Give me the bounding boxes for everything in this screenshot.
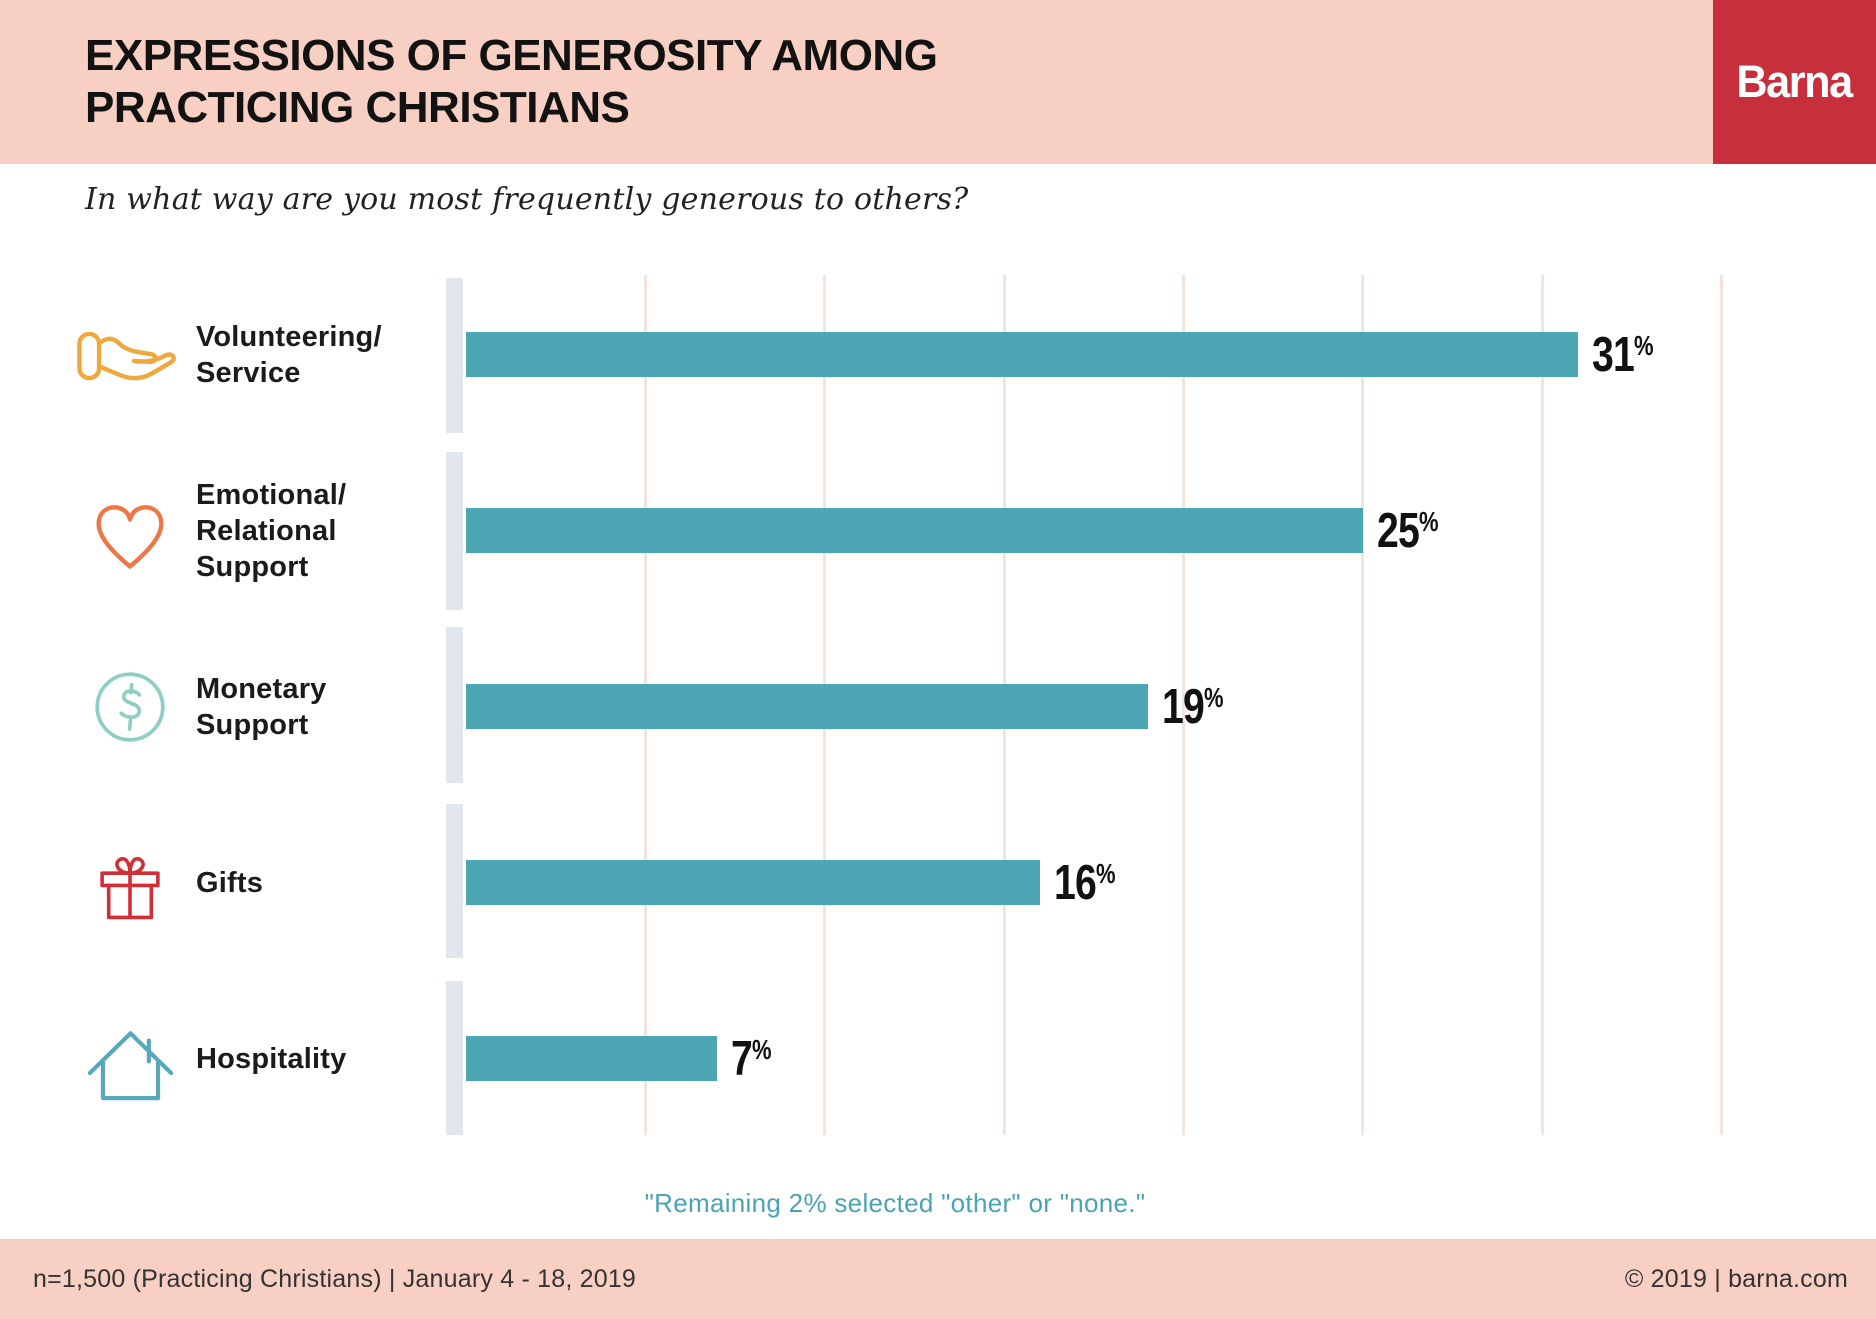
chart-note: "Remaining 2% selected "other" or "none.… bbox=[644, 1188, 1146, 1218]
bar-value-gifts: 16% bbox=[1053, 855, 1116, 910]
dollar-circle-icon bbox=[88, 665, 172, 749]
bar-monetary-support bbox=[466, 684, 1148, 729]
gridline-20-percent bbox=[1181, 275, 1185, 1135]
barna-logo-text: Barna bbox=[1736, 56, 1854, 107]
heart-icon bbox=[82, 485, 178, 577]
row-label-emotional-relational-support: Emotional/ Relational Support bbox=[196, 478, 347, 583]
axis-strip bbox=[446, 627, 463, 783]
bar-value-hospitality: 7% bbox=[731, 1031, 772, 1086]
copyright: © 2019 | barna.com bbox=[1624, 1264, 1848, 1293]
bar-value-emotional-relational-support: 25% bbox=[1376, 503, 1439, 558]
axis-strip bbox=[446, 452, 463, 610]
giving-hand-icon bbox=[76, 325, 184, 386]
bar-volunteering-service bbox=[466, 332, 1578, 377]
axis-strip bbox=[446, 804, 463, 958]
page-title: EXPRESSIONS OF GENEROSITY AMONG PRACTICI… bbox=[85, 31, 938, 132]
gridline-35-percent bbox=[1719, 275, 1723, 1135]
row-label-hospitality: Hospitality bbox=[196, 1042, 347, 1075]
barna-logo: Barna bbox=[1713, 0, 1876, 164]
gridline-25-percent bbox=[1361, 275, 1365, 1135]
bar-hospitality bbox=[466, 1036, 718, 1081]
gift-icon bbox=[89, 836, 171, 930]
house-icon bbox=[82, 1015, 179, 1102]
row-label-gifts: Gifts bbox=[196, 866, 264, 899]
bar-emotional-relational-support bbox=[466, 508, 1363, 553]
gridline-30-percent bbox=[1540, 275, 1544, 1135]
bar-value-volunteering-service: 31% bbox=[1592, 327, 1654, 382]
axis-strip bbox=[446, 278, 463, 433]
sample-info: n=1,500 (Practicing Christians) | Januar… bbox=[33, 1264, 637, 1293]
footer-band: n=1,500 (Practicing Christians) | Januar… bbox=[0, 1239, 1876, 1319]
axis-strip bbox=[446, 981, 463, 1135]
header-band: EXPRESSIONS OF GENEROSITY AMONG PRACTICI… bbox=[0, 0, 1876, 164]
row-label-volunteering-service: Volunteering/ Service bbox=[196, 321, 382, 389]
bar-value-monetary-support: 19% bbox=[1161, 679, 1224, 734]
row-label-monetary-support: Monetary Support bbox=[196, 672, 327, 741]
chart-question: In what way are you most frequently gene… bbox=[85, 182, 969, 217]
bar-gifts bbox=[466, 860, 1040, 905]
